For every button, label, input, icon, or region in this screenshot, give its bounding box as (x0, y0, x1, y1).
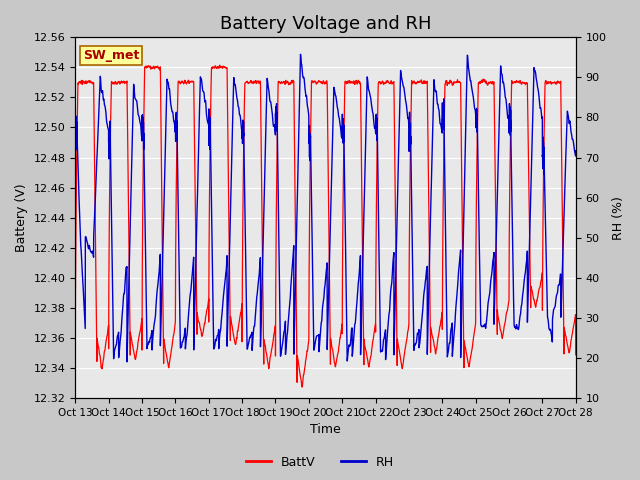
RH (394, 162, 402, 168)
RH (259, 259, 266, 264)
Text: SW_met: SW_met (83, 49, 139, 62)
Y-axis label: Battery (V): Battery (V) (15, 183, 28, 252)
X-axis label: Time: Time (310, 423, 341, 436)
BattV (298, 384, 306, 390)
RH (570, 145, 578, 151)
Title: Battery Voltage and RH: Battery Voltage and RH (220, 15, 431, 33)
RH (465, 72, 473, 77)
RH (179, 339, 186, 345)
Legend: BattV, RH: BattV, RH (241, 451, 399, 474)
RH (572, 148, 580, 154)
Line: BattV: BattV (76, 65, 576, 387)
Y-axis label: RH (%): RH (%) (612, 196, 625, 240)
BattV (72, 365, 79, 371)
BattV (572, 352, 580, 358)
BattV (179, 79, 186, 84)
RH (173, 131, 181, 137)
BattV (216, 62, 223, 68)
BattV (394, 342, 402, 348)
RH (72, 136, 79, 142)
BattV (465, 362, 473, 368)
RH (297, 51, 305, 57)
RH (123, 359, 131, 365)
Line: RH: RH (76, 54, 576, 362)
BattV (173, 132, 181, 137)
BattV (570, 321, 578, 326)
BattV (259, 270, 266, 276)
